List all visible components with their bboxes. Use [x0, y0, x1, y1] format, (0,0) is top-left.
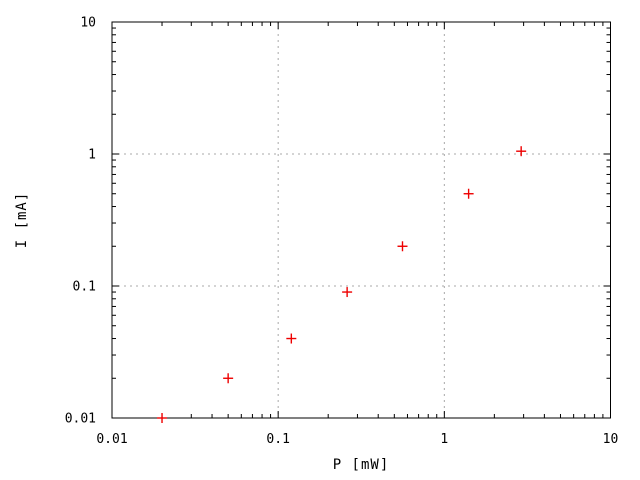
- data-point-marker: [157, 413, 168, 423]
- x-tick-label: 0.1: [266, 432, 289, 447]
- grid-lines: [112, 22, 611, 418]
- y-tick-label: 0.1: [73, 280, 96, 295]
- data-point-marker: [516, 146, 527, 157]
- x-tick-label: 0.01: [96, 432, 127, 447]
- y-axis-label: I [mA]: [14, 192, 30, 249]
- data-point-marker: [223, 373, 234, 384]
- x-axis-label: P [mW]: [333, 457, 390, 473]
- x-tick-label: 10: [603, 432, 619, 447]
- y-tick-label: 10: [80, 16, 96, 31]
- data-points: [157, 146, 527, 423]
- data-point-marker: [397, 241, 408, 252]
- plot-border-rect: [111, 21, 611, 419]
- axis-ticks: [111, 21, 611, 419]
- data-point-marker: [286, 333, 297, 344]
- data-point-marker: [342, 287, 353, 298]
- plot-border: [111, 21, 611, 419]
- y-tick-label: 0.01: [65, 412, 96, 427]
- data-point-marker: [463, 188, 474, 199]
- y-tick-label: 1: [88, 148, 96, 163]
- tick-labels: 0.01 0.1 1 10 0.01 0.1 1 10: [65, 16, 619, 448]
- x-tick-label: 1: [440, 432, 448, 447]
